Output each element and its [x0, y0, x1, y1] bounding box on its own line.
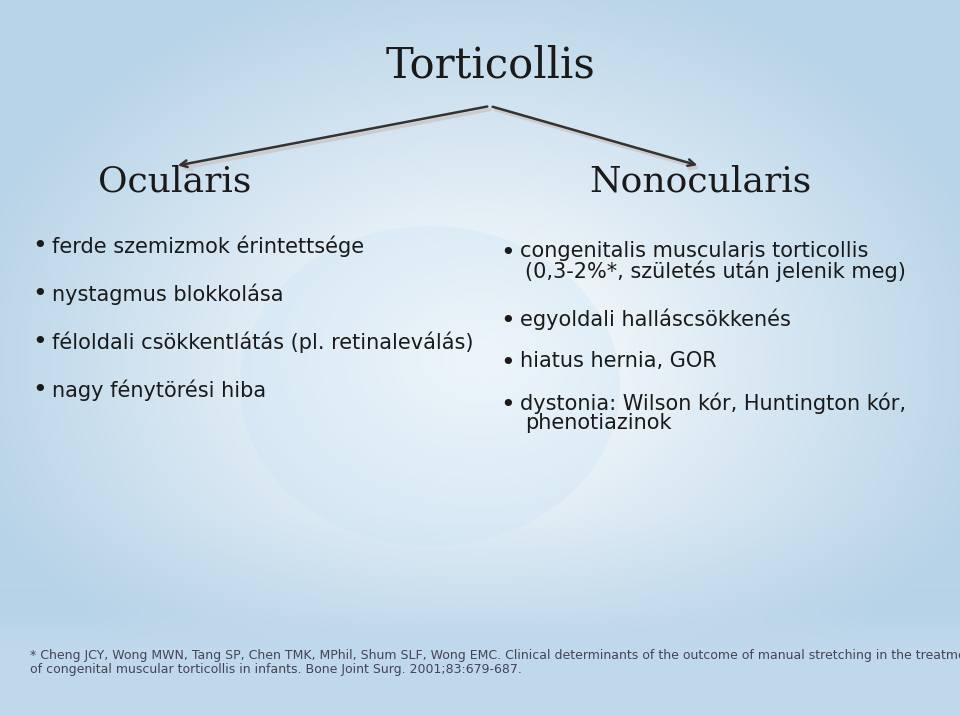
Text: •: • — [500, 393, 515, 417]
Text: of congenital muscular torticollis in infants. Bone Joint Surg. 2001;83:679-687.: of congenital muscular torticollis in in… — [30, 664, 522, 677]
Text: (0,3-2%*, születés után jelenik meg): (0,3-2%*, születés után jelenik meg) — [525, 261, 906, 283]
Text: •: • — [500, 351, 515, 375]
Text: * Cheng JCY, Wong MWN, Tang SP, Chen TMK, MPhil, Shum SLF, Wong EMC. Clinical de: * Cheng JCY, Wong MWN, Tang SP, Chen TMK… — [30, 649, 960, 662]
Text: •: • — [32, 282, 47, 306]
Text: nagy fénytörési hiba: nagy fénytörési hiba — [52, 379, 266, 401]
Text: •: • — [500, 309, 515, 333]
Text: dystonia: Wilson kór, Huntington kór,: dystonia: Wilson kór, Huntington kór, — [520, 393, 906, 415]
Text: •: • — [32, 330, 47, 354]
Text: nystagmus blokkolása: nystagmus blokkolása — [52, 284, 283, 305]
Text: Nonocularis: Nonocularis — [588, 164, 811, 198]
Text: ferde szemizmok érintettsége: ferde szemizmok érintettsége — [52, 236, 364, 257]
Ellipse shape — [240, 226, 620, 546]
Text: féloldali csökkentlátás (pl. retinaleválás): féloldali csökkentlátás (pl. retinalevál… — [52, 332, 473, 353]
Text: Torticollis: Torticollis — [385, 45, 595, 87]
Text: phenotiazinok: phenotiazinok — [525, 413, 671, 433]
Text: •: • — [32, 378, 47, 402]
Text: egyoldali halláscsökkenés: egyoldali halláscsökkenés — [520, 309, 791, 331]
Text: •: • — [500, 241, 515, 265]
Text: Ocularis: Ocularis — [98, 164, 252, 198]
Text: •: • — [32, 234, 47, 258]
Text: congenitalis muscularis torticollis: congenitalis muscularis torticollis — [520, 241, 869, 261]
Text: hiatus hernia, GOR: hiatus hernia, GOR — [520, 351, 716, 371]
